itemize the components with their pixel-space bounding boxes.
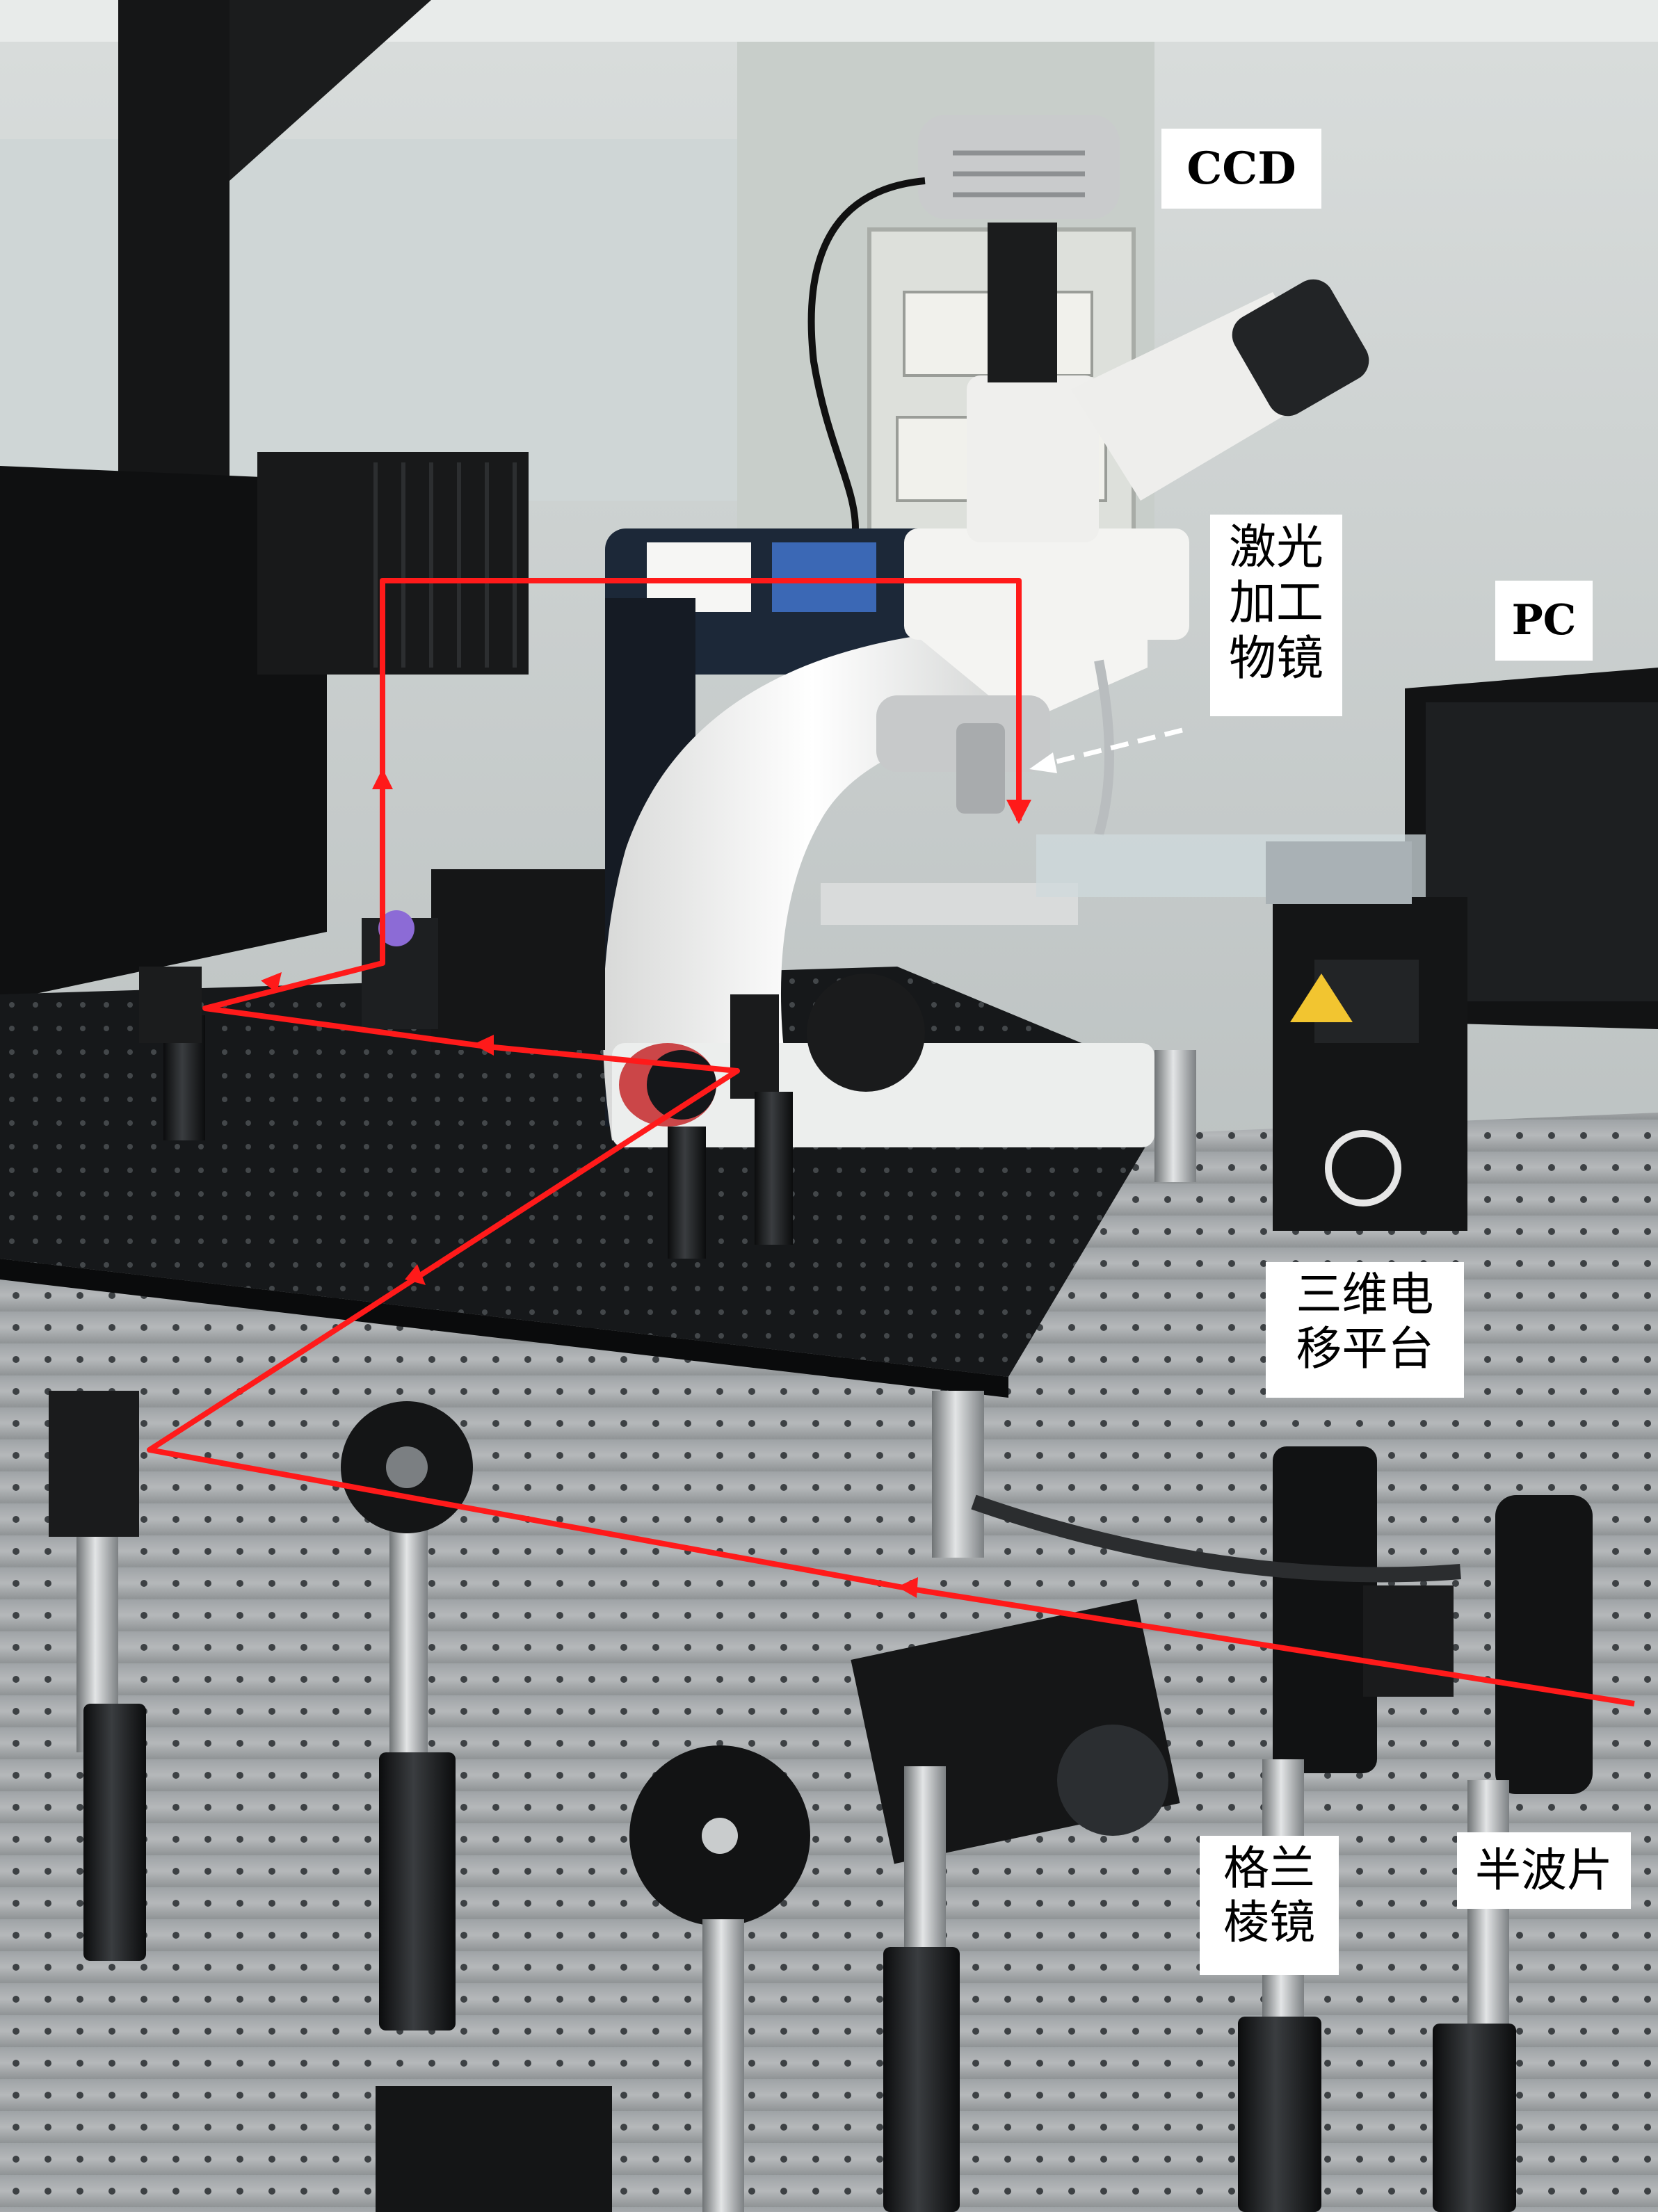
small-black-box <box>431 869 605 1050</box>
light-guide <box>1094 659 1114 836</box>
cable <box>971 1494 1461 1583</box>
breadboard-leg <box>932 1391 984 1558</box>
beam-arrow <box>372 768 393 789</box>
objective-lens <box>956 723 1005 814</box>
eyepiece <box>1232 279 1369 417</box>
half-wave-plate-mount <box>1495 1495 1593 1794</box>
left-monitor <box>0 466 327 1001</box>
beam-arrow <box>261 972 282 993</box>
ccd-cable <box>807 177 926 529</box>
beam-arrow <box>405 1264 426 1285</box>
microscope-stage <box>821 883 1078 925</box>
label-ccd: CCD <box>1161 129 1321 209</box>
window-panel <box>0 139 737 501</box>
focus-knob <box>807 974 925 1092</box>
label-laser-objective-line: 激光 <box>1228 520 1323 575</box>
label-pc: PC <box>1495 581 1593 661</box>
label-stage-line: 移平台 <box>1296 1321 1434 1375</box>
label-stage: 三维电 移平台 <box>1266 1262 1464 1398</box>
ccd-camera-neck <box>988 223 1057 382</box>
frame-beam <box>118 0 230 480</box>
translation-stage <box>1273 897 1467 1231</box>
beam-arrow <box>473 1035 494 1056</box>
objective-pointer <box>1029 727 1183 773</box>
label-laser-objective-line: 加工 <box>1228 576 1323 631</box>
beam-arrow <box>897 1577 918 1598</box>
label-half-wave-plate: 半波片 <box>1457 1832 1631 1909</box>
label-glan-prism-line: 格兰 <box>1223 1841 1315 1895</box>
ccd-camera <box>918 115 1120 219</box>
microscope-logo-badge <box>772 542 876 612</box>
pointer-arrowhead <box>1029 752 1057 773</box>
microscope-arm <box>602 626 1022 1140</box>
label-laser-objective: 激光 加工 物镜 <box>1210 515 1342 716</box>
laser-beam-path <box>147 578 1635 1706</box>
microscope-head <box>904 528 1189 640</box>
label-laser-objective-line: 物镜 <box>1228 631 1323 687</box>
label-glan-prism: 格兰 棱镜 <box>1200 1836 1339 1975</box>
mount-left-fg <box>49 1391 139 1537</box>
label-glan-prism-line: 棱镜 <box>1223 1895 1315 1949</box>
mirror-post-center <box>755 1092 793 1245</box>
beam-arrow <box>1006 800 1031 824</box>
beam-arrowheads <box>261 768 1031 1598</box>
post-fg-2 <box>389 1502 428 1766</box>
label-stage-line: 三维电 <box>1296 1268 1434 1321</box>
beam-segment <box>147 578 1635 1706</box>
power-supply-box <box>257 452 529 675</box>
glan-prism-mount <box>1273 1446 1377 1773</box>
